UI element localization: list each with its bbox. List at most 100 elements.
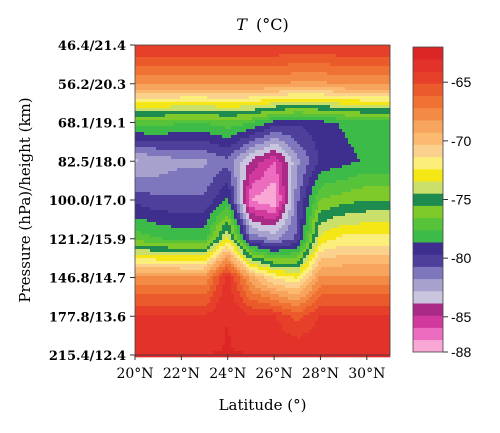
contour-cell bbox=[291, 48, 295, 52]
contour-cell bbox=[159, 75, 163, 79]
contour-cell bbox=[246, 201, 250, 205]
contour-cell bbox=[306, 114, 310, 118]
contour-cell bbox=[303, 171, 307, 175]
contour-cell bbox=[282, 96, 286, 100]
contour-cell bbox=[147, 216, 151, 220]
contour-cell bbox=[258, 87, 262, 91]
contour-cell bbox=[339, 84, 343, 88]
contour-cell bbox=[183, 213, 187, 217]
contour-cell bbox=[327, 90, 331, 94]
contour-cell bbox=[282, 102, 286, 106]
contour-cell bbox=[237, 177, 241, 181]
contour-cell bbox=[363, 93, 367, 97]
contour-cell bbox=[186, 87, 190, 91]
contour-cell bbox=[300, 60, 304, 64]
contour-cell bbox=[156, 81, 160, 85]
contour-cell bbox=[231, 174, 235, 178]
contour-cell bbox=[225, 45, 229, 49]
contour-cell bbox=[150, 138, 154, 142]
contour-cell bbox=[255, 159, 259, 163]
contour-cell bbox=[258, 63, 262, 67]
contour-cell bbox=[159, 90, 163, 94]
contour-cell bbox=[198, 168, 202, 172]
contour-cell bbox=[138, 183, 142, 187]
contour-cell bbox=[342, 93, 346, 97]
contour-cell bbox=[321, 159, 325, 163]
contour-cell bbox=[237, 63, 241, 67]
contour-cell bbox=[195, 210, 199, 214]
contour-cell bbox=[177, 111, 181, 115]
contour-cell bbox=[312, 105, 316, 109]
contour-cell bbox=[261, 159, 265, 163]
contour-cell bbox=[150, 57, 154, 61]
contour-cell bbox=[330, 162, 334, 166]
contour-cell bbox=[384, 156, 388, 160]
contour-cell bbox=[150, 144, 154, 148]
contour-cell bbox=[225, 60, 229, 64]
contour-cell bbox=[231, 138, 235, 142]
contour-cell bbox=[138, 171, 142, 175]
contour-cell bbox=[249, 216, 253, 220]
contour-cell bbox=[165, 90, 169, 94]
contour-cell bbox=[306, 75, 310, 79]
contour-cell bbox=[204, 213, 208, 217]
contour-cell bbox=[150, 96, 154, 100]
contour-cell bbox=[237, 117, 241, 121]
contour-cell bbox=[207, 51, 211, 55]
contour-cell bbox=[177, 84, 181, 88]
contour-cell bbox=[309, 99, 313, 103]
contour-cell bbox=[261, 90, 265, 94]
contour-cell bbox=[315, 72, 319, 76]
contour-cell bbox=[273, 165, 277, 169]
contour-cell bbox=[321, 207, 325, 211]
contour-cell bbox=[162, 120, 166, 124]
contour-cell bbox=[228, 60, 232, 64]
contour-cell bbox=[324, 96, 328, 100]
contour-cell bbox=[291, 186, 295, 190]
contour-cell bbox=[384, 201, 388, 205]
contour-cell bbox=[216, 219, 220, 223]
contour-cell bbox=[180, 60, 184, 64]
contour-cell bbox=[237, 90, 241, 94]
contour-cell bbox=[255, 54, 259, 58]
contour-cell bbox=[372, 96, 376, 100]
contour-cell bbox=[324, 105, 328, 109]
contour-cell bbox=[249, 186, 253, 190]
contour-cell bbox=[171, 69, 175, 73]
contour-cell bbox=[177, 114, 181, 118]
contour-cell bbox=[369, 132, 373, 136]
contour-cell bbox=[384, 63, 388, 67]
contour-cell bbox=[249, 204, 253, 208]
contour-cell bbox=[276, 63, 280, 67]
contour-cell bbox=[183, 78, 187, 82]
contour-cell bbox=[156, 192, 160, 196]
contour-cell bbox=[351, 123, 355, 127]
contour-cell bbox=[249, 168, 253, 172]
contour-cell bbox=[327, 60, 331, 64]
contour-cell bbox=[318, 135, 322, 139]
contour-cell bbox=[216, 81, 220, 85]
contour-cell bbox=[147, 108, 151, 112]
contour-cell bbox=[369, 183, 373, 187]
contour-cell bbox=[216, 192, 220, 196]
contour-cell bbox=[327, 168, 331, 172]
contour-cell bbox=[216, 117, 220, 121]
contour-cell bbox=[387, 168, 391, 172]
contour-cell bbox=[309, 54, 313, 58]
contour-cell bbox=[306, 192, 310, 196]
contour-cell bbox=[141, 72, 145, 76]
contour-cell bbox=[318, 78, 322, 82]
contour-cell bbox=[231, 153, 235, 157]
contour-cell bbox=[312, 198, 316, 202]
contour-cell bbox=[174, 186, 178, 190]
contour-cell bbox=[153, 192, 157, 196]
contour-cell bbox=[315, 135, 319, 139]
contour-cell bbox=[369, 210, 373, 214]
contour-cell bbox=[228, 132, 232, 136]
contour-cell bbox=[213, 201, 217, 205]
contour-cell bbox=[171, 114, 175, 118]
contour-cell bbox=[360, 207, 364, 211]
contour-cell bbox=[351, 132, 355, 136]
contour-cell bbox=[243, 213, 247, 217]
contour-cell bbox=[171, 99, 175, 103]
